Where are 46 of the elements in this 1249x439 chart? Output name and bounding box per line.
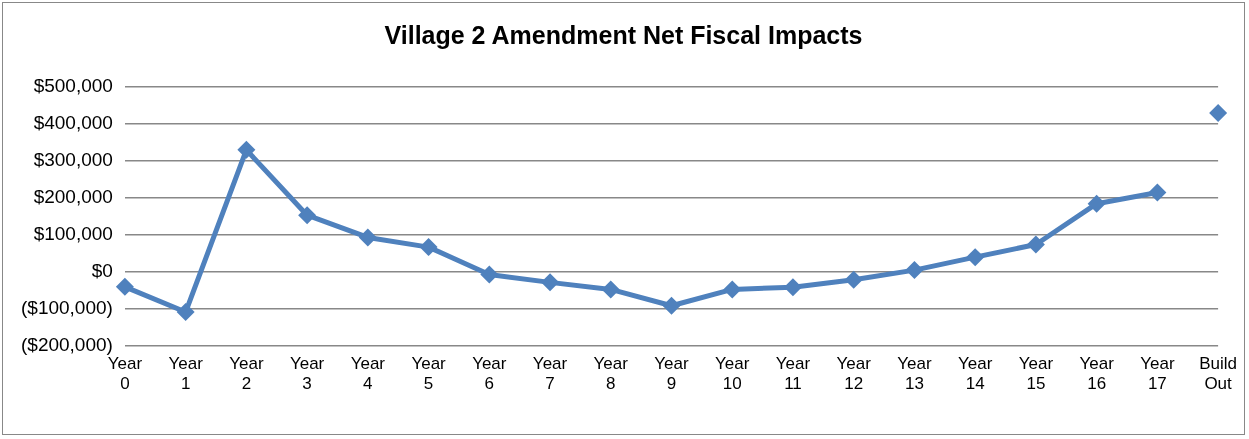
x-tick-label: Year 8 [593, 354, 629, 394]
y-tick-label: $400,000 [33, 111, 113, 133]
x-tick-label: Year 0 [107, 354, 143, 394]
chart-title: Village 2 Amendment Net Fiscal Impacts [383, 21, 864, 50]
point [176, 303, 195, 322]
point [1087, 194, 1106, 213]
point [1209, 104, 1228, 123]
y-tick-label: ($200,000) [21, 334, 113, 356]
y-tick-label: $500,000 [33, 74, 113, 96]
point [480, 265, 499, 284]
y-tick-label: $100,000 [33, 223, 113, 245]
x-tick-label: Year 2 [229, 354, 264, 394]
x-tick-label: Year 3 [289, 354, 325, 394]
x-tick-label: Year 6 [472, 354, 507, 394]
y-tick-label: ($100,000) [21, 297, 113, 319]
point [844, 270, 863, 289]
x-tick-label: Year 10 [715, 354, 750, 394]
x-tick-label: Year 1 [168, 354, 204, 394]
y-tick-label: $300,000 [33, 148, 113, 170]
point [237, 140, 256, 159]
x-tick-label: Year 11 [775, 354, 811, 394]
point [905, 261, 924, 280]
x-tick-label: Year 14 [957, 354, 993, 394]
y-tick-label: $0 [91, 260, 113, 282]
point [966, 248, 985, 267]
x-tick-label: Year 5 [411, 354, 447, 394]
point [662, 296, 681, 315]
x-tick-label: Year 13 [897, 354, 932, 394]
x-tick-label: Build Out [1199, 354, 1238, 394]
point [1026, 235, 1045, 254]
point [115, 277, 134, 296]
point [723, 280, 742, 299]
point [601, 280, 620, 299]
y-tick-label: $200,000 [33, 185, 113, 207]
x-tick-label: Year 16 [1079, 354, 1115, 394]
x-tick-label: Year 17 [1140, 354, 1175, 394]
x-tick-label: Year 15 [1018, 354, 1054, 394]
x-tick-label: Year 12 [836, 354, 872, 394]
point [358, 228, 377, 247]
point [1148, 183, 1167, 202]
x-tick-label: Year 7 [532, 354, 568, 394]
point [419, 238, 438, 257]
x-tick-label: Year 4 [350, 354, 386, 394]
x-tick-label: Year 9 [654, 354, 690, 394]
point [541, 273, 560, 292]
point [298, 206, 317, 225]
